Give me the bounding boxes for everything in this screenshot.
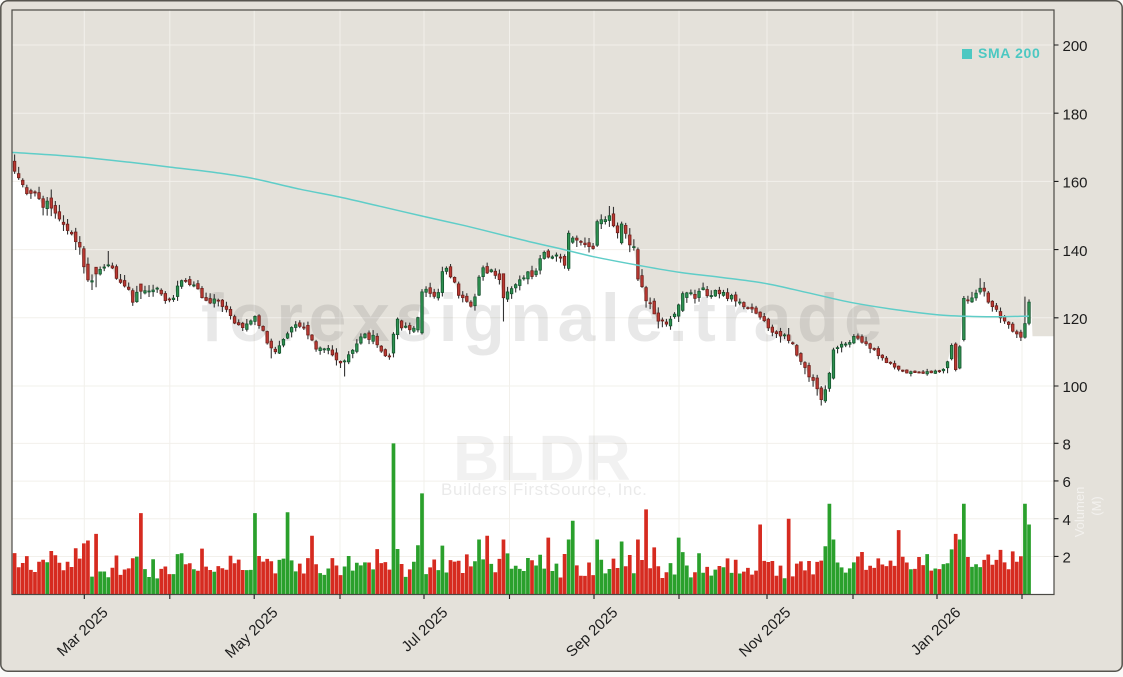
svg-text:200: 200 [1063,38,1088,55]
svg-text:forexsignale.trade: forexsignale.trade [201,280,888,356]
svg-text:Volumen: Volumen [1072,487,1087,538]
svg-text:120: 120 [1063,311,1088,328]
svg-text:160: 160 [1063,175,1088,192]
svg-text:2: 2 [1063,550,1071,567]
svg-text:(M): (M) [1089,496,1104,516]
svg-text:BLDR: BLDR [453,422,631,494]
svg-text:6: 6 [1063,474,1071,491]
svg-text:SMA 200: SMA 200 [978,45,1040,61]
svg-text:4: 4 [1063,512,1071,529]
svg-text:8: 8 [1063,437,1071,454]
svg-text:100: 100 [1063,379,1088,396]
svg-text:Builders FirstSource, Inc.: Builders FirstSource, Inc. [441,480,648,499]
svg-text:140: 140 [1063,243,1088,260]
svg-text:180: 180 [1063,106,1088,123]
